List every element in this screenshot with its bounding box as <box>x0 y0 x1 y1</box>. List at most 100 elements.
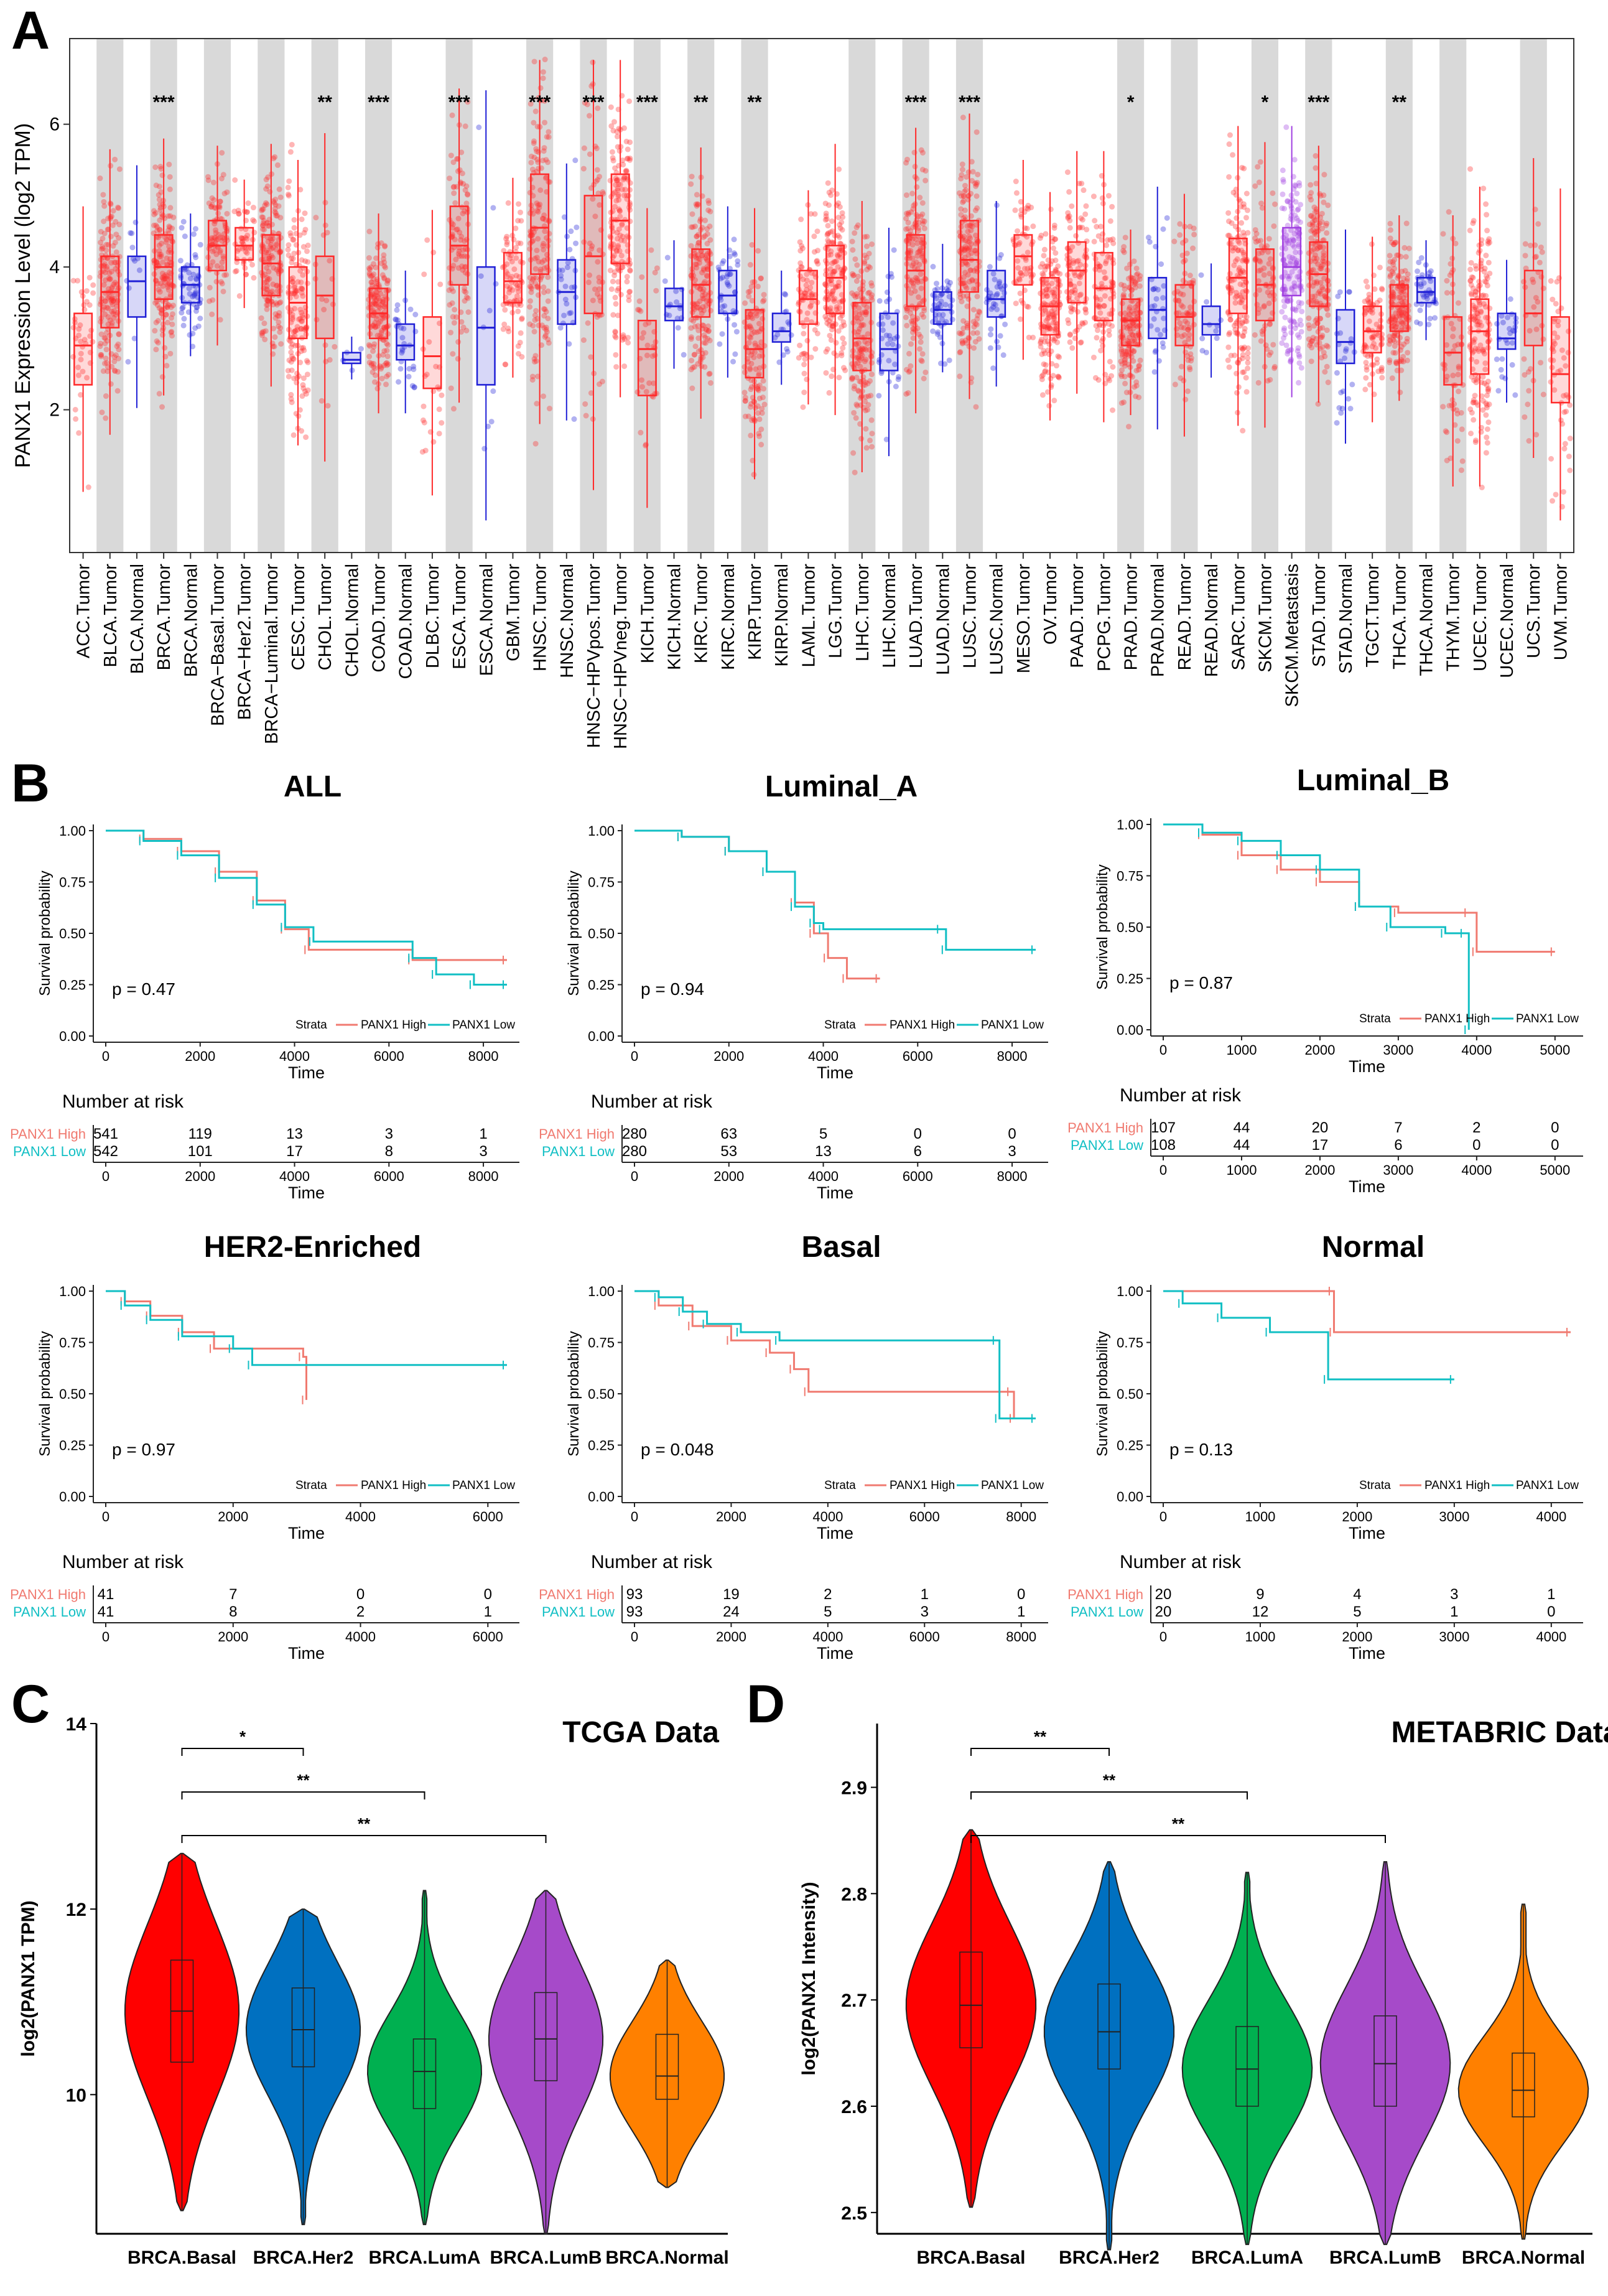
data-point <box>463 289 469 296</box>
data-point <box>1443 428 1449 434</box>
x-tick-label: HNSC.Tumor <box>531 564 551 671</box>
data-point <box>156 248 162 254</box>
data-point <box>169 225 175 231</box>
data-point <box>635 307 641 313</box>
data-point <box>801 330 807 337</box>
data-point <box>748 404 754 410</box>
data-point <box>536 166 542 172</box>
data-point <box>531 58 537 65</box>
data-point <box>189 294 195 300</box>
data-point <box>909 329 916 335</box>
data-point <box>545 336 551 342</box>
data-point <box>289 399 295 406</box>
data-point <box>165 249 172 255</box>
data-point <box>1050 373 1056 379</box>
box <box>879 312 899 371</box>
data-point <box>1090 194 1097 200</box>
data-point <box>274 242 280 248</box>
data-point <box>167 186 173 192</box>
data-point <box>975 171 981 177</box>
data-point <box>1428 268 1434 274</box>
data-point <box>1306 322 1312 328</box>
data-point <box>756 431 762 437</box>
data-point <box>107 317 113 324</box>
data-point <box>1266 321 1273 327</box>
data-point <box>1379 375 1385 381</box>
data-point <box>531 119 537 126</box>
data-point <box>383 381 389 388</box>
data-point <box>748 284 755 290</box>
box <box>1013 234 1033 286</box>
data-point <box>1052 335 1058 342</box>
data-point <box>251 218 258 225</box>
data-point <box>156 197 162 203</box>
data-point <box>919 358 925 365</box>
data-point <box>1038 343 1044 350</box>
data-point <box>108 233 114 240</box>
data-point <box>1243 389 1250 395</box>
data-point <box>1178 363 1184 370</box>
data-point <box>1226 331 1232 337</box>
significance-mark: *** <box>959 92 980 113</box>
data-point <box>626 297 632 304</box>
data-point <box>242 235 248 241</box>
data-point <box>264 220 271 226</box>
data-point <box>987 264 993 270</box>
data-point <box>419 449 425 455</box>
data-point <box>101 198 107 205</box>
data-point <box>165 287 172 293</box>
data-point <box>277 299 284 306</box>
data-point <box>918 339 924 345</box>
data-point <box>1095 377 1102 383</box>
data-point <box>1177 221 1183 227</box>
data-point <box>156 184 162 190</box>
data-point <box>1266 236 1272 242</box>
data-point <box>587 151 593 157</box>
data-point <box>1255 164 1261 170</box>
data-point <box>1256 179 1262 185</box>
x-tick-label: PCPG.Tumor <box>1094 564 1114 671</box>
data-point <box>167 269 173 276</box>
data-point <box>369 282 375 288</box>
data-point <box>1325 343 1331 350</box>
data-point <box>166 243 172 250</box>
data-point <box>421 271 427 278</box>
data-point <box>160 201 166 207</box>
data-point <box>1097 322 1103 328</box>
data-point <box>221 231 227 237</box>
x-tick-label: KIRC.Tumor <box>692 564 712 663</box>
data-point <box>1240 427 1246 434</box>
data-point <box>1265 378 1271 384</box>
data-point <box>836 375 842 381</box>
data-point <box>156 391 162 397</box>
data-point <box>169 315 175 321</box>
data-point <box>623 138 630 144</box>
data-point <box>1346 289 1352 295</box>
data-point <box>258 315 264 321</box>
data-point <box>370 348 376 354</box>
data-point <box>164 261 170 268</box>
x-tick-label: COAD.Normal <box>396 564 416 679</box>
data-point <box>1322 369 1328 375</box>
data-point <box>157 207 164 213</box>
data-point <box>1417 307 1423 314</box>
data-point <box>264 183 271 189</box>
data-point <box>104 266 110 273</box>
data-point <box>829 239 835 245</box>
data-point <box>436 406 442 413</box>
data-point <box>573 240 579 246</box>
data-point <box>1183 349 1189 355</box>
data-point <box>180 322 187 329</box>
x-tick-label: READ.Normal <box>1202 564 1222 677</box>
data-point <box>90 290 96 296</box>
data-point <box>1078 339 1084 345</box>
data-point <box>541 284 547 291</box>
data-point <box>187 276 193 282</box>
data-point <box>462 298 468 304</box>
data-point <box>305 359 311 365</box>
data-point <box>180 218 187 225</box>
significance-mark: *** <box>368 92 389 113</box>
data-point <box>261 320 267 327</box>
data-point <box>1314 320 1321 327</box>
data-point <box>692 343 699 350</box>
